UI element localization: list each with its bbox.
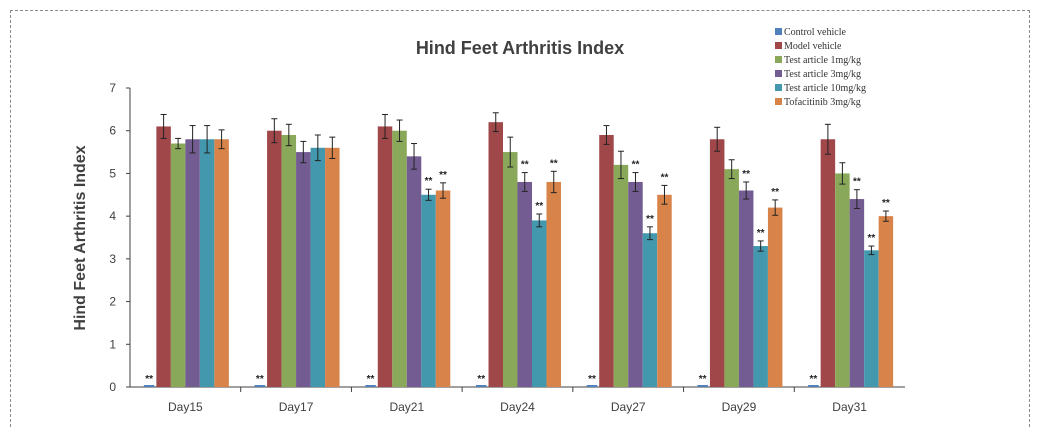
bar [697, 385, 708, 387]
significance-label: ** [588, 374, 596, 385]
legend-swatch [775, 84, 782, 91]
bar [517, 181, 532, 387]
bars-group: ** ** ** ** ** ** ** ** ** ** ** ** ** ** ** ** ** ** ** **… [143, 112, 894, 388]
legend-swatch [775, 98, 782, 105]
significance-label: ** [646, 214, 654, 225]
bar [365, 385, 376, 387]
significance-label: ** [477, 374, 485, 385]
legend-swatch [775, 70, 782, 77]
bar [392, 130, 407, 387]
y-tick-label: 7 [109, 81, 116, 95]
legend-label: Model vehicle [784, 41, 842, 52]
significance-label: ** [632, 160, 640, 171]
legend: Control vehicle Model vehicle Test article… [775, 27, 866, 108]
x-tick-label: Day17 [279, 400, 314, 414]
y-tick-label: 6 [109, 124, 116, 138]
bar [767, 207, 783, 387]
y-tick-label: 2 [109, 295, 116, 309]
bar [214, 139, 229, 387]
bar [724, 169, 739, 387]
bar [532, 220, 547, 387]
x-tick-label: Day29 [722, 400, 757, 414]
significance-label: ** [145, 374, 153, 385]
bar [820, 139, 836, 387]
bar [254, 385, 266, 387]
significance-label: ** [771, 187, 779, 198]
bar [613, 164, 629, 387]
y-tick-label: 1 [109, 337, 116, 351]
significance-label: ** [521, 160, 529, 171]
legend-swatch [775, 28, 782, 35]
y-tick-label: 5 [109, 166, 116, 180]
y-tick-label: 0 [109, 380, 116, 394]
significance-label: ** [367, 374, 375, 385]
bar [421, 194, 436, 387]
bar [310, 147, 326, 387]
legend-label: Test article 3mg/kg [784, 69, 861, 80]
significance-label: ** [853, 177, 861, 188]
x-tick-label: Day31 [832, 400, 867, 414]
significance-label: ** [439, 170, 447, 181]
bar [835, 173, 850, 387]
x-tick-label: Day15 [168, 400, 203, 414]
chart-frame [10, 10, 1030, 427]
legend-label: Test article 1mg/kg [784, 55, 861, 66]
bar [435, 190, 451, 387]
y-tick-label: 3 [109, 252, 116, 266]
bar [753, 246, 768, 387]
x-tick-label: Day21 [389, 400, 424, 414]
significance-label: ** [757, 228, 765, 239]
x-tick-label: Day27 [611, 400, 646, 414]
bar [864, 250, 879, 387]
bar [546, 181, 561, 387]
bar [738, 190, 754, 387]
bar [199, 139, 215, 387]
bar [296, 152, 311, 387]
bar [325, 147, 340, 387]
bar [185, 139, 200, 387]
significance-label: ** [699, 374, 707, 385]
bar [642, 233, 658, 387]
bar [586, 385, 598, 387]
bar [849, 199, 865, 387]
bar [406, 156, 422, 387]
bar [476, 385, 487, 387]
x-tick-label: Day24 [500, 400, 535, 414]
significance-label: ** [550, 158, 558, 169]
bar [709, 139, 725, 387]
significance-label: ** [256, 374, 264, 385]
bar [170, 143, 186, 387]
y-tick-label: 4 [109, 209, 116, 223]
bar [488, 122, 503, 388]
bar [657, 194, 672, 387]
legend-label: Control vehicle [784, 27, 846, 38]
bar [503, 152, 518, 387]
significance-label: ** [425, 176, 433, 187]
bar [628, 181, 643, 387]
bar [143, 385, 155, 387]
significance-label: ** [882, 198, 890, 209]
bar [267, 130, 282, 387]
bar [878, 216, 894, 387]
bar [599, 134, 614, 387]
significance-label: ** [809, 374, 817, 385]
bar [377, 126, 393, 387]
significance-label: ** [535, 201, 543, 212]
bar [281, 134, 297, 387]
y-axis-label: Hind Feet Arthritis Index [72, 145, 89, 330]
legend-swatch [775, 42, 782, 49]
significance-label: ** [742, 169, 750, 180]
legend-label: Test article 10mg/kg [784, 83, 866, 94]
legend-label: Tofacitinib 3mg/kg [784, 97, 861, 108]
significance-label: ** [867, 233, 875, 244]
significance-label: ** [661, 172, 669, 183]
bar [808, 385, 819, 387]
chart-title: Hind Feet Arthritis Index [416, 38, 624, 58]
bar [156, 126, 171, 387]
legend-swatch [775, 56, 782, 63]
